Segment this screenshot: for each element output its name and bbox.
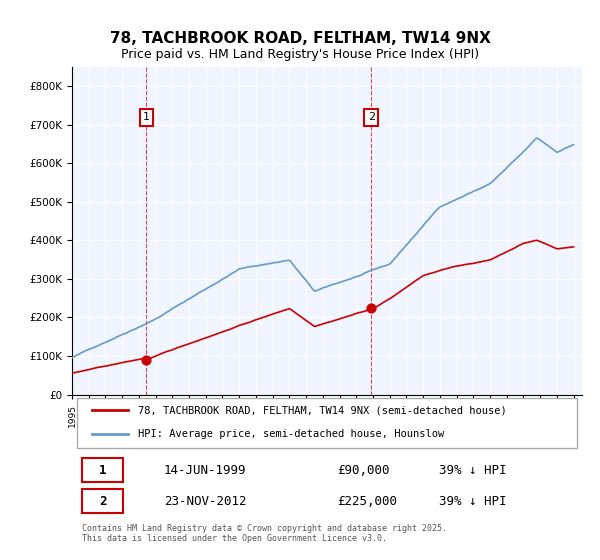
Text: Contains HM Land Registry data © Crown copyright and database right 2025.
This d: Contains HM Land Registry data © Crown c… — [82, 524, 447, 543]
Point — [367, 304, 376, 312]
Text: 2: 2 — [99, 494, 106, 507]
Text: £90,000: £90,000 — [337, 464, 390, 477]
FancyBboxPatch shape — [77, 398, 577, 449]
Text: Price paid vs. HM Land Registry's House Price Index (HPI): Price paid vs. HM Land Registry's House … — [121, 48, 479, 60]
Text: HPI: Average price, semi-detached house, Hounslow: HPI: Average price, semi-detached house,… — [139, 429, 445, 439]
Text: 1: 1 — [143, 112, 150, 122]
Text: 39% ↓ HPI: 39% ↓ HPI — [439, 494, 506, 507]
Text: £225,000: £225,000 — [337, 494, 397, 507]
Text: 14-JUN-1999: 14-JUN-1999 — [164, 464, 247, 477]
Text: 78, TACHBROOK ROAD, FELTHAM, TW14 9NX: 78, TACHBROOK ROAD, FELTHAM, TW14 9NX — [110, 31, 490, 46]
Text: 1: 1 — [99, 464, 106, 477]
Point — [142, 356, 151, 365]
Text: 23-NOV-2012: 23-NOV-2012 — [164, 494, 247, 507]
Text: 39% ↓ HPI: 39% ↓ HPI — [439, 464, 506, 477]
Text: 78, TACHBROOK ROAD, FELTHAM, TW14 9NX (semi-detached house): 78, TACHBROOK ROAD, FELTHAM, TW14 9NX (s… — [139, 405, 507, 415]
FancyBboxPatch shape — [82, 489, 123, 513]
Text: 2: 2 — [368, 112, 375, 122]
FancyBboxPatch shape — [82, 458, 123, 482]
